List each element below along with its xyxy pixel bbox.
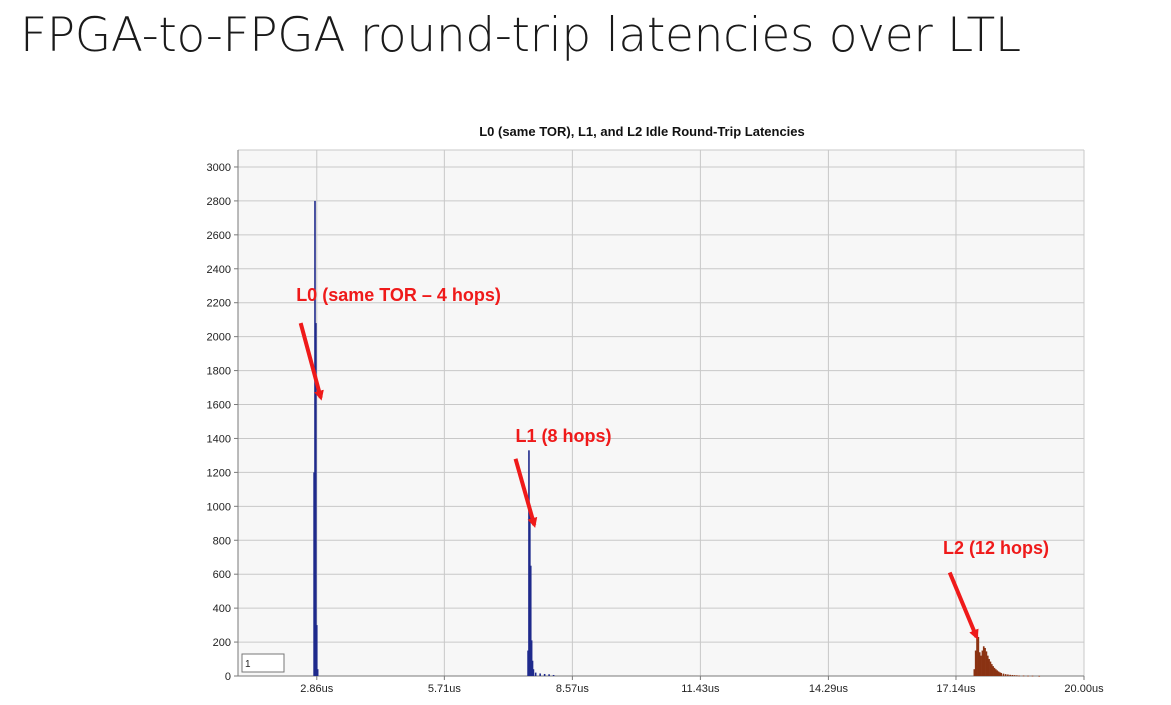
y-tick-label: 0 <box>225 671 231 683</box>
histogram-bar <box>974 650 977 676</box>
histogram-bar <box>986 655 989 676</box>
histogram-bar <box>539 673 541 676</box>
histogram-bar <box>990 664 993 676</box>
histogram-bar <box>316 669 319 676</box>
histogram-bar <box>1016 675 1018 677</box>
histogram-bar <box>988 659 990 676</box>
histogram-bar <box>1018 675 1020 677</box>
y-tick-label: 1600 <box>207 400 231 412</box>
histogram-bar <box>993 667 996 676</box>
y-tick-label: 400 <box>213 603 231 615</box>
histogram-bar <box>997 671 1000 676</box>
grid-lines <box>238 149 1085 677</box>
histogram-bar <box>989 661 992 676</box>
histogram-bar <box>978 652 981 676</box>
histogram-bar <box>527 650 529 676</box>
legend-box-frame <box>241 653 285 673</box>
plot-background <box>238 150 1084 676</box>
histogram-bar <box>529 509 531 676</box>
histogram-bar <box>984 648 986 676</box>
x-tick-label: 5.71us <box>428 683 462 695</box>
histogram-bar <box>1038 675 1041 677</box>
y-tick-label: 1200 <box>207 467 231 479</box>
legend-box-text: 1 <box>245 659 251 670</box>
y-tick-label: 1800 <box>207 366 231 378</box>
histogram-bar <box>985 651 988 676</box>
histogram-bar <box>1007 674 1009 676</box>
x-tick-label: 2.86us <box>300 683 334 695</box>
histogram-bar <box>982 646 985 676</box>
histogram-bar <box>973 669 976 676</box>
histogram-bar <box>552 674 555 676</box>
histogram-bar <box>999 672 1001 676</box>
histogram-bar <box>313 472 315 676</box>
histogram-bar <box>1031 675 1034 677</box>
histogram-bar <box>543 673 546 676</box>
histogram-bar <box>315 625 318 676</box>
annotation-arrow <box>513 458 538 528</box>
histogram-bar <box>314 200 316 676</box>
x-tick-label: 17.14us <box>936 683 976 695</box>
histogram-bar <box>994 669 997 676</box>
annotation-arrow <box>298 322 324 401</box>
histogram-bar <box>1013 675 1016 676</box>
y-tick-label: 2000 <box>207 332 231 344</box>
y-tick-label: 600 <box>213 569 231 581</box>
x-tick-label: 8.57us <box>556 683 590 695</box>
annotation-label: L2 (12 hops) <box>943 538 1049 558</box>
annotation-label: L1 (8 hops) <box>516 426 612 446</box>
annotations: L0 (same TOR – 4 hops) L1 (8 hops) L2 (12 … <box>296 285 1049 640</box>
x-tick-label: 11.43us <box>681 683 720 695</box>
annotation-label: L0 (same TOR – 4 hops) <box>296 285 501 305</box>
histogram-bar <box>976 629 978 676</box>
histogram-bar <box>1004 674 1007 676</box>
histogram-bar <box>532 669 535 676</box>
histogram-bar <box>1022 675 1025 677</box>
x-tick-label: 14.29us <box>809 683 849 695</box>
slide-title: FPGA-to-FPGA round-trip latencies over L… <box>20 8 1021 63</box>
histogram-bar <box>1027 675 1029 677</box>
histogram-bar <box>1009 674 1011 676</box>
y-tick-label: 2600 <box>207 230 231 242</box>
histogram-bar <box>531 660 534 676</box>
y-tick-label: 200 <box>213 637 231 649</box>
histogram-bar <box>315 323 317 676</box>
histogram-bar <box>1000 672 1003 676</box>
y-axis: 0 200 400 600 800 1000 1200 1400 1600 1800 2000 220… <box>207 150 239 683</box>
histogram-bar <box>996 670 998 676</box>
annotation-arrow <box>947 571 979 640</box>
histogram-bar <box>1002 673 1005 676</box>
histogram-bar <box>1011 674 1014 676</box>
plot-area <box>238 150 1084 676</box>
histogram-bar <box>548 674 550 676</box>
histogram-bar <box>534 672 537 676</box>
x-tick-label: 20.00us <box>1064 683 1104 695</box>
y-tick-label: 800 <box>213 535 231 547</box>
y-tick-label: 2200 <box>207 298 231 310</box>
chart-title: L0 (same TOR), L1, and L2 Idle Round-Tri… <box>479 124 805 139</box>
histogram-bar <box>980 655 982 676</box>
histogram-bar <box>529 565 532 676</box>
histogram-bar <box>981 650 984 676</box>
y-tick-label: 1000 <box>207 501 231 513</box>
histogram-bars <box>313 200 1041 677</box>
histogram-bar <box>992 666 994 676</box>
y-tick-label: 2800 <box>207 196 231 208</box>
histogram-bar <box>528 450 530 676</box>
y-tick-label: 2400 <box>207 264 231 276</box>
y-tick-label: 3000 <box>207 162 231 174</box>
histogram-bar <box>530 640 533 676</box>
y-tick-label: 1400 <box>207 433 231 445</box>
x-axis: 2.86us 5.71us 8.57us 11.43us 14.29us 17.14us 2… <box>238 675 1104 695</box>
legend-box: 1 <box>241 653 285 673</box>
histogram-bar <box>977 636 980 676</box>
